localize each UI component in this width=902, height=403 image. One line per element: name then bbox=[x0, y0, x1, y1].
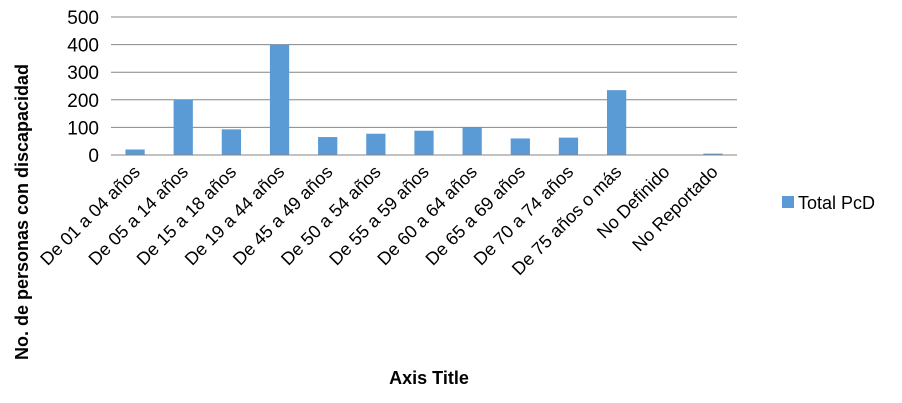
bars bbox=[125, 44, 723, 155]
legend-swatch bbox=[782, 196, 794, 208]
gridlines bbox=[111, 16, 737, 128]
bar bbox=[173, 99, 193, 155]
y-tick-label: 300 bbox=[67, 63, 99, 84]
bar bbox=[318, 137, 338, 155]
legend: Total PcD bbox=[782, 193, 875, 213]
y-tick-label: 500 bbox=[67, 8, 99, 29]
y-tick-label: 400 bbox=[67, 36, 99, 57]
y-axis-title: No. de personas con discapacidad bbox=[12, 64, 32, 360]
bar bbox=[221, 129, 242, 155]
bar bbox=[703, 153, 723, 155]
x-axis-title: Axis Title bbox=[389, 368, 469, 388]
bar bbox=[462, 127, 482, 155]
bar bbox=[125, 149, 145, 155]
bar bbox=[414, 130, 434, 155]
y-tick-label: 100 bbox=[67, 118, 99, 139]
bar bbox=[366, 133, 386, 155]
bar bbox=[269, 44, 290, 155]
y-tick-label: 200 bbox=[67, 91, 99, 112]
bar bbox=[510, 138, 530, 155]
bar bbox=[606, 90, 627, 155]
y-tick-labels: 0 100 200 300 400 500 bbox=[67, 8, 99, 167]
x-tick-label: No Reportado bbox=[628, 162, 721, 255]
y-tick-label: 0 bbox=[88, 146, 99, 167]
legend-label: Total PcD bbox=[798, 193, 875, 213]
bar bbox=[558, 137, 579, 155]
